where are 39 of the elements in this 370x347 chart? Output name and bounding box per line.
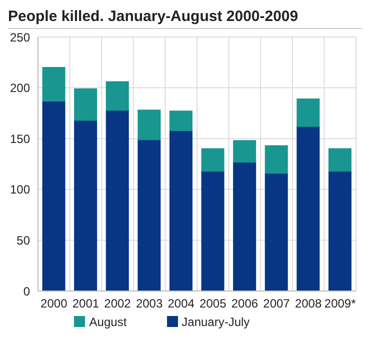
bar xyxy=(264,145,288,174)
legend-label: August xyxy=(89,315,127,329)
x-tick-label: 2001 xyxy=(72,296,100,311)
bar xyxy=(169,110,192,131)
bar xyxy=(106,81,129,111)
y-tick-label: 150 xyxy=(10,132,30,146)
x-tick-label: 2000 xyxy=(40,296,68,311)
y-tick-label: 200 xyxy=(10,81,30,96)
y-tick-label: 0 xyxy=(23,284,30,298)
y-tick-label: 50 xyxy=(16,233,30,248)
bar xyxy=(264,172,288,291)
bar xyxy=(296,126,320,291)
chart-title: People killed. January-August 2000-2009 xyxy=(8,8,362,29)
y-tick-label: 250 xyxy=(10,30,30,44)
bar xyxy=(42,100,66,291)
bar xyxy=(233,161,256,291)
x-tick-label: 2003 xyxy=(136,296,163,311)
bar xyxy=(296,98,320,127)
bar xyxy=(233,140,256,162)
bar xyxy=(201,170,224,291)
bar xyxy=(138,139,161,291)
x-tick-label: 2005 xyxy=(200,296,227,311)
y-tick-label: 100 xyxy=(10,182,30,197)
bar xyxy=(328,170,352,291)
bar xyxy=(74,120,98,291)
bar xyxy=(106,110,129,291)
x-tick-label: 2008 xyxy=(294,296,322,311)
x-tick-label: 2009* xyxy=(324,296,356,311)
legend-label: January-July xyxy=(182,315,250,329)
x-tick-label: 2004 xyxy=(168,296,195,311)
x-tick-label: 2006 xyxy=(231,296,258,311)
bar xyxy=(169,130,192,291)
bar xyxy=(328,148,352,172)
bar xyxy=(42,66,66,102)
bar xyxy=(74,88,98,121)
bar xyxy=(201,148,224,172)
x-tick-label: 2007 xyxy=(263,296,290,311)
x-tick-label: 2002 xyxy=(104,296,132,311)
bar xyxy=(138,110,161,140)
